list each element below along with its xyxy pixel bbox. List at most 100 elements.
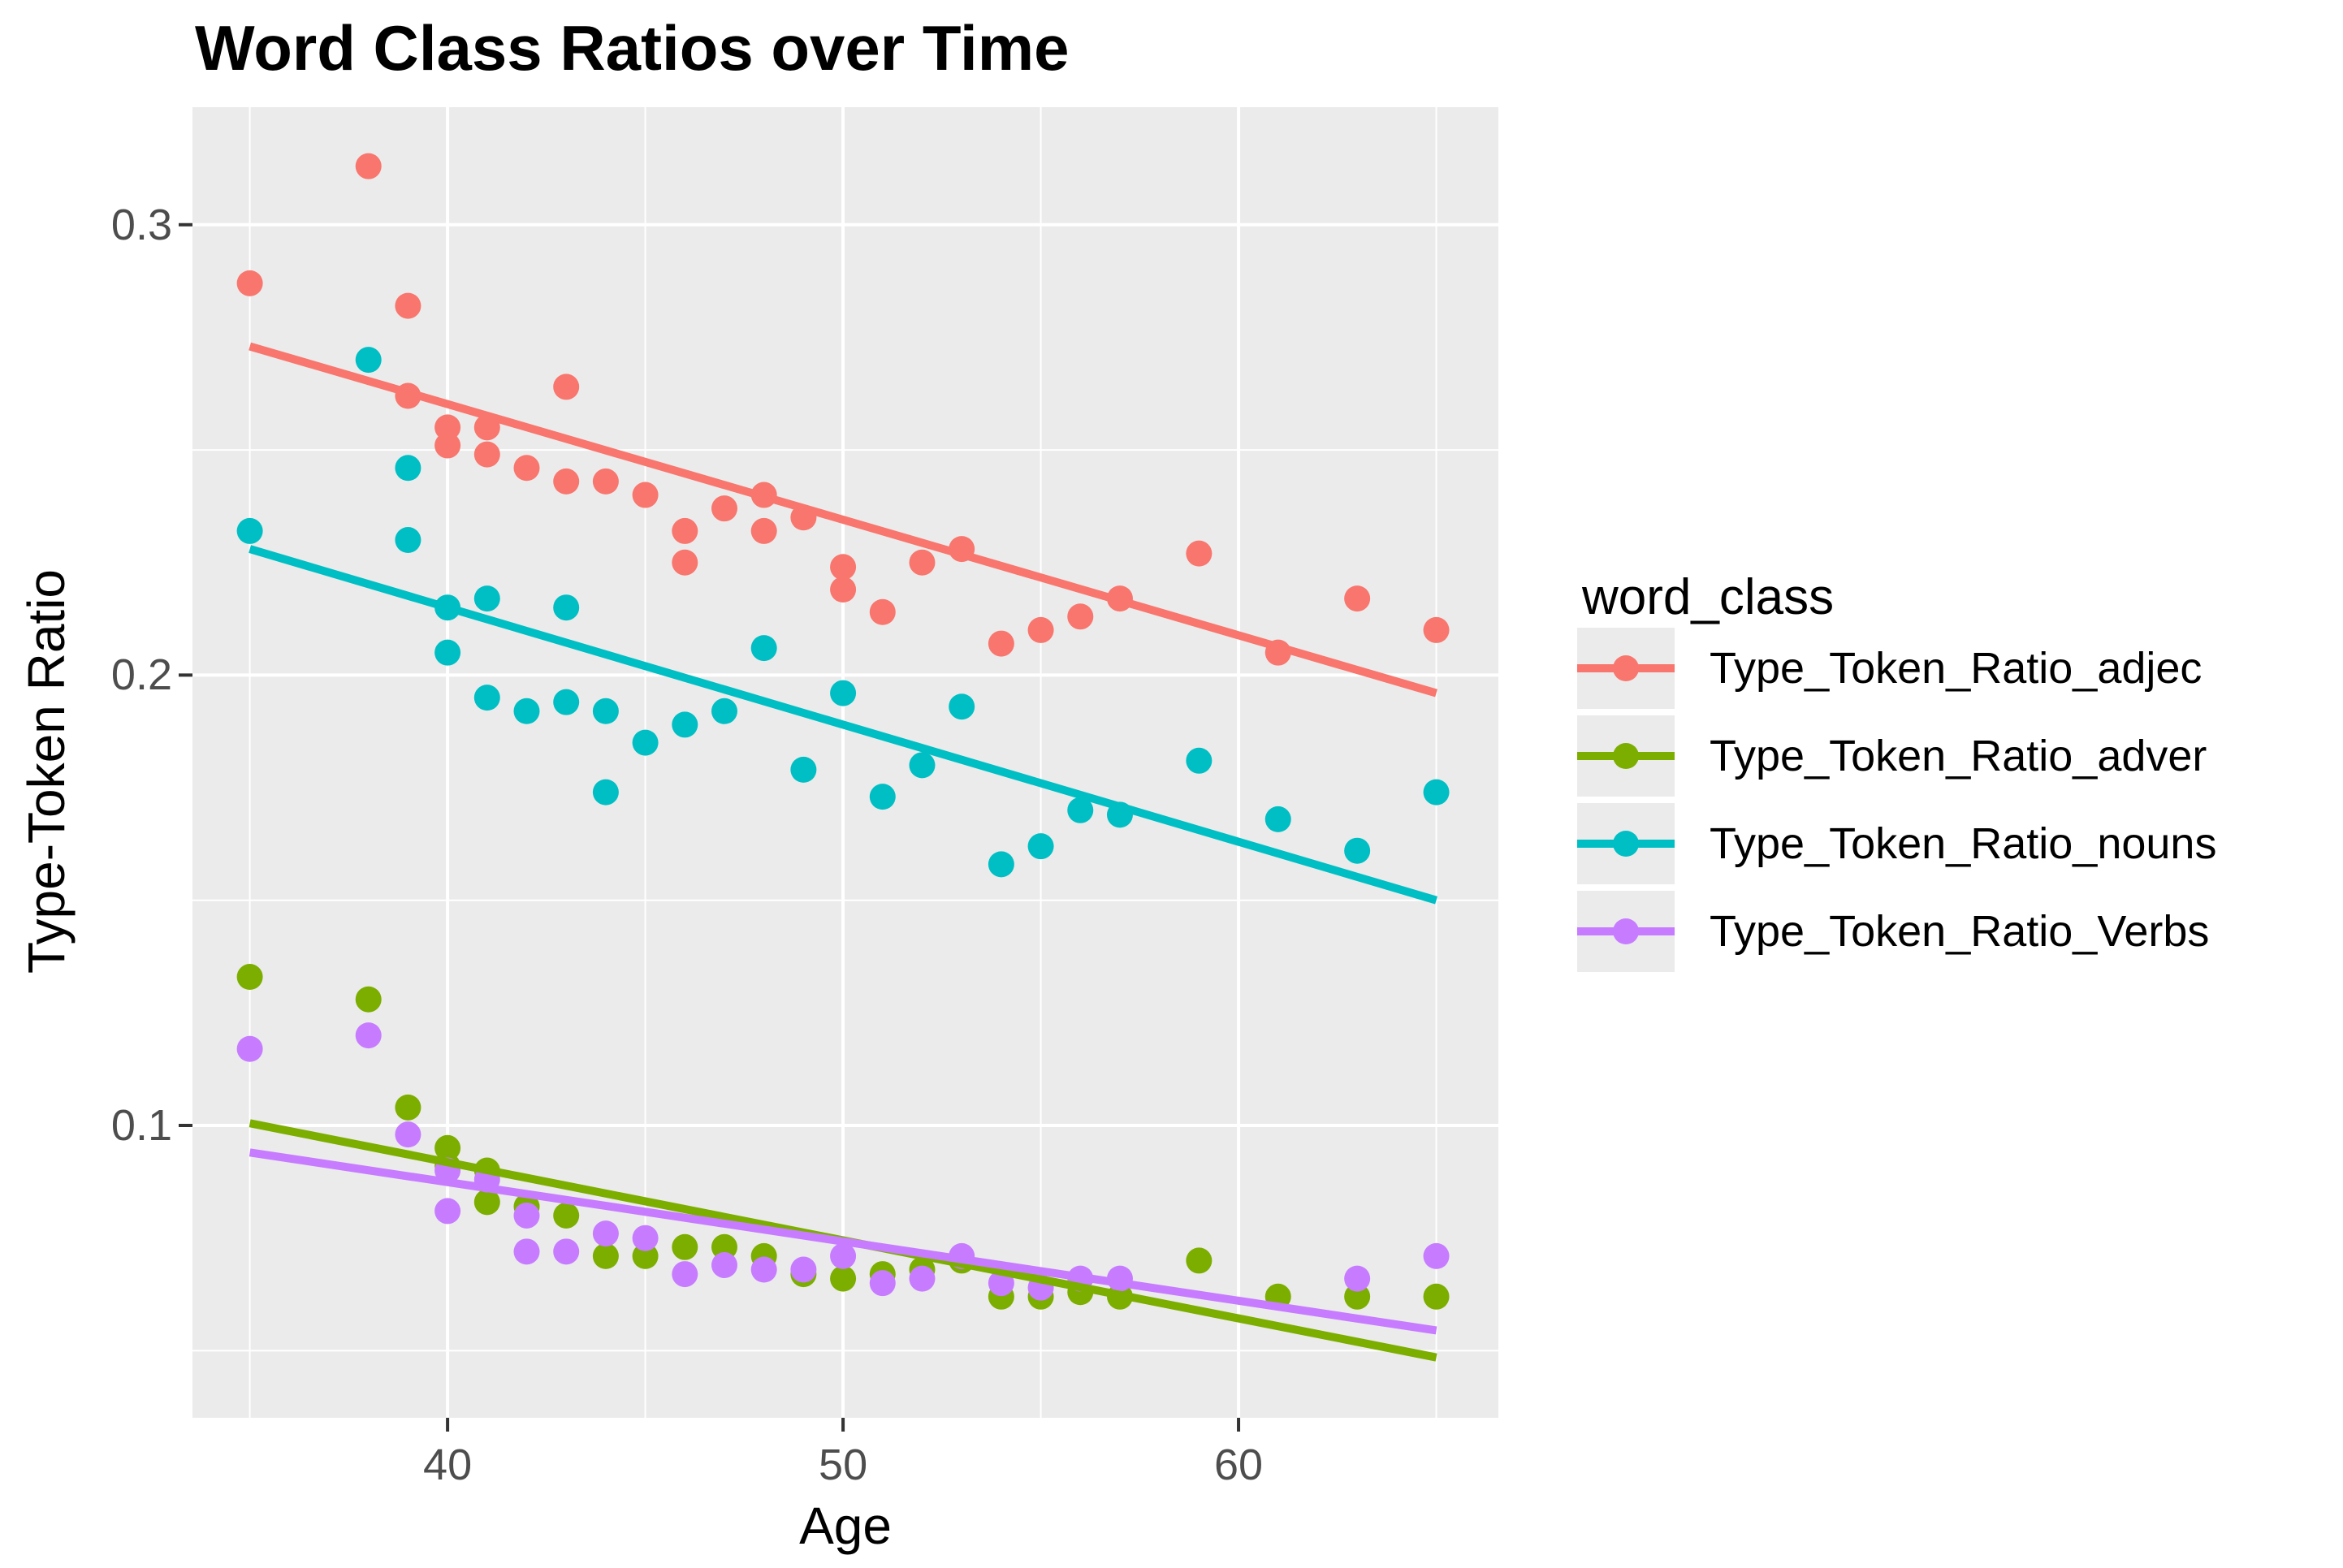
data-point-Type_Token_Ratio_Verbs	[355, 1022, 382, 1049]
data-point-Type_Token_Ratio_adjec	[395, 292, 421, 319]
legend-key-point-icon	[1613, 655, 1639, 681]
data-point-Type_Token_Ratio_adjec	[1186, 540, 1213, 567]
data-point-Type_Token_Ratio_nouns	[592, 779, 619, 806]
data-point-Type_Token_Ratio_adver	[632, 1242, 659, 1269]
y-axis-title: Type-Token Ratio	[17, 568, 76, 974]
data-point-Type_Token_Ratio_adjec	[869, 598, 896, 625]
data-point-Type_Token_Ratio_adver	[672, 1233, 698, 1260]
legend-key-box	[1577, 628, 1675, 709]
data-point-Type_Token_Ratio_adver	[830, 1265, 857, 1292]
data-point-Type_Token_Ratio_adver	[236, 964, 263, 991]
data-point-Type_Token_Ratio_Verbs	[592, 1220, 619, 1247]
legend-key-box	[1577, 715, 1675, 797]
data-point-Type_Token_Ratio_nouns	[473, 585, 500, 612]
data-point-Type_Token_Ratio_nouns	[711, 698, 737, 724]
x-tick-label: 60	[1214, 1441, 1264, 1489]
data-point-Type_Token_Ratio_nouns	[1027, 833, 1054, 860]
legend-label: Type_Token_Ratio_nouns	[1710, 819, 2217, 868]
data-point-Type_Token_Ratio_Verbs	[672, 1261, 698, 1288]
legend-key-point-icon	[1613, 743, 1639, 769]
x-tick-label: 50	[819, 1441, 868, 1489]
data-point-Type_Token_Ratio_nouns	[1344, 837, 1371, 864]
data-point-Type_Token_Ratio_Verbs	[750, 1256, 777, 1283]
data-point-Type_Token_Ratio_nouns	[632, 729, 659, 756]
data-point-Type_Token_Ratio_adjec	[236, 270, 263, 296]
data-point-Type_Token_Ratio_adjec	[553, 468, 580, 495]
plot-panel	[192, 107, 1498, 1418]
x-tick-label: 40	[423, 1441, 473, 1489]
legend-key-box	[1577, 803, 1675, 884]
data-point-Type_Token_Ratio_nouns	[672, 711, 698, 738]
data-point-Type_Token_Ratio_adver	[434, 1134, 461, 1161]
data-point-Type_Token_Ratio_adjec	[1344, 585, 1371, 612]
data-point-Type_Token_Ratio_adjec	[434, 414, 461, 441]
data-point-Type_Token_Ratio_adjec	[513, 455, 540, 482]
data-point-Type_Token_Ratio_adver	[1423, 1283, 1450, 1310]
data-point-Type_Token_Ratio_adjec	[473, 441, 500, 468]
data-point-Type_Token_Ratio_adver	[1186, 1247, 1213, 1274]
data-point-Type_Token_Ratio_nouns	[395, 527, 421, 554]
data-point-Type_Token_Ratio_nouns	[1186, 747, 1213, 774]
data-point-Type_Token_Ratio_adjec	[672, 549, 698, 576]
data-point-Type_Token_Ratio_Verbs	[1344, 1265, 1371, 1292]
y-tick-label: 0.1	[110, 1101, 172, 1151]
data-point-Type_Token_Ratio_nouns	[909, 752, 936, 779]
data-point-Type_Token_Ratio_nouns	[1423, 779, 1450, 806]
data-point-Type_Token_Ratio_Verbs	[869, 1270, 896, 1297]
data-point-Type_Token_Ratio_Verbs	[632, 1225, 659, 1251]
data-point-Type_Token_Ratio_nouns	[434, 639, 461, 666]
data-point-Type_Token_Ratio_nouns	[1264, 806, 1291, 832]
legend-key-box	[1577, 891, 1675, 972]
data-point-Type_Token_Ratio_Verbs	[434, 1198, 461, 1225]
trend-line-Type_Token_Ratio_adjec	[249, 342, 1437, 698]
data-point-Type_Token_Ratio_nouns	[949, 693, 975, 720]
data-point-Type_Token_Ratio_adver	[711, 1233, 737, 1260]
legend-title: word_class	[1582, 569, 1835, 625]
data-point-Type_Token_Ratio_nouns	[395, 455, 421, 482]
data-point-Type_Token_Ratio_adver	[355, 986, 382, 1013]
data-point-Type_Token_Ratio_adjec	[909, 549, 936, 576]
legend-label: Type_Token_Ratio_adver	[1710, 732, 2207, 780]
data-point-Type_Token_Ratio_adjec	[830, 554, 857, 581]
data-point-Type_Token_Ratio_adjec	[988, 630, 1014, 657]
data-point-Type_Token_Ratio_nouns	[236, 517, 263, 544]
data-point-Type_Token_Ratio_nouns	[355, 347, 382, 374]
trend-line-Type_Token_Ratio_nouns	[249, 545, 1437, 905]
data-point-Type_Token_Ratio_adjec	[672, 517, 698, 544]
y-axis-title-wrap: Type-Token Ratio	[16, 551, 76, 974]
legend-key-point-icon	[1613, 831, 1639, 857]
data-point-Type_Token_Ratio_Verbs	[513, 1202, 540, 1229]
data-point-Type_Token_Ratio_Verbs	[553, 1238, 580, 1265]
data-point-Type_Token_Ratio_adjec	[711, 495, 737, 522]
legend-label: Type_Token_Ratio_Verbs	[1710, 907, 2210, 956]
data-point-Type_Token_Ratio_adver	[553, 1202, 580, 1229]
data-point-Type_Token_Ratio_adjec	[632, 482, 659, 508]
data-point-Type_Token_Ratio_nouns	[750, 635, 777, 662]
data-point-Type_Token_Ratio_nouns	[592, 698, 619, 724]
plot-title: Word Class Ratios over Time	[195, 12, 1070, 84]
data-point-Type_Token_Ratio_nouns	[473, 685, 500, 711]
data-point-Type_Token_Ratio_nouns	[869, 784, 896, 810]
data-point-Type_Token_Ratio_Verbs	[790, 1256, 817, 1283]
data-point-Type_Token_Ratio_adjec	[750, 517, 777, 544]
data-point-Type_Token_Ratio_Verbs	[830, 1242, 857, 1269]
data-point-Type_Token_Ratio_Verbs	[513, 1238, 540, 1265]
legend-key-point-icon	[1613, 918, 1639, 944]
data-point-Type_Token_Ratio_nouns	[553, 594, 580, 621]
data-point-Type_Token_Ratio_Verbs	[236, 1035, 263, 1062]
data-point-Type_Token_Ratio_nouns	[790, 756, 817, 783]
data-point-Type_Token_Ratio_nouns	[988, 851, 1014, 878]
data-point-Type_Token_Ratio_Verbs	[395, 1121, 421, 1148]
legend-label: Type_Token_Ratio_adjec	[1710, 644, 2203, 693]
data-point-Type_Token_Ratio_adjec	[553, 374, 580, 400]
data-point-Type_Token_Ratio_adjec	[1067, 603, 1094, 630]
data-point-Type_Token_Ratio_adjec	[830, 577, 857, 603]
data-point-Type_Token_Ratio_Verbs	[1423, 1242, 1450, 1269]
data-point-Type_Token_Ratio_adjec	[1027, 616, 1054, 643]
trend-line-Type_Token_Ratio_Verbs	[249, 1148, 1437, 1335]
data-point-Type_Token_Ratio_adver	[395, 1094, 421, 1121]
data-point-Type_Token_Ratio_nouns	[513, 698, 540, 724]
data-point-Type_Token_Ratio_adjec	[434, 432, 461, 459]
data-point-Type_Token_Ratio_adjec	[1423, 616, 1450, 643]
data-point-Type_Token_Ratio_adjec	[355, 153, 382, 179]
